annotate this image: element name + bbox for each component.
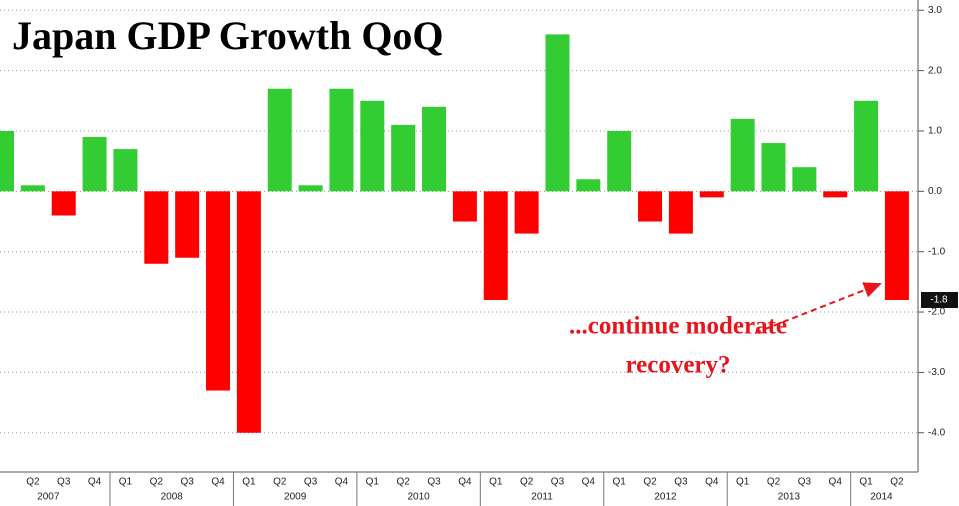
x-year-label: 2012 [654, 492, 677, 503]
bar [884, 191, 909, 300]
x-year-label: 2009 [284, 492, 307, 503]
bar [761, 143, 786, 192]
bar [699, 191, 724, 198]
x-tick-label: Q2 [397, 477, 411, 488]
y-tick-label: 2.0 [928, 65, 942, 76]
x-tick-label: Q4 [458, 477, 472, 488]
x-year-label: 2010 [407, 492, 430, 503]
x-tick-label: Q2 [767, 477, 781, 488]
x-tick-label: Q4 [88, 477, 102, 488]
y-tick-label: 0.0 [928, 186, 942, 197]
bar [51, 191, 76, 216]
annotation: recovery? [625, 352, 730, 379]
bar [236, 191, 261, 433]
bar [854, 100, 879, 192]
value-badge [921, 291, 958, 308]
bar [0, 130, 14, 192]
x-tick-label: Q2 [643, 477, 657, 488]
annotation: ...continue moderate [569, 313, 787, 340]
y-tick-label: -4.0 [928, 427, 946, 438]
bar [483, 191, 508, 300]
x-year-label: 2007 [37, 492, 60, 503]
bar [391, 124, 416, 192]
x-tick-label: Q3 [57, 477, 71, 488]
x-tick-label: Q4 [211, 477, 225, 488]
x-tick-label: Q2 [520, 477, 534, 488]
x-tick-label: Q3 [427, 477, 441, 488]
bar [792, 167, 817, 192]
bar [545, 34, 570, 192]
plot-area [0, 9, 918, 434]
bar [514, 191, 539, 234]
bar [206, 191, 231, 391]
x-tick-label: Q4 [829, 477, 843, 488]
x-tick-label: Q4 [582, 477, 596, 488]
y-tick-label: -3.0 [928, 367, 946, 378]
value-badge-label: -1.8 [930, 295, 948, 306]
y-tick-label: 1.0 [928, 126, 942, 137]
x-tick-label: Q2 [26, 477, 40, 488]
bar [144, 191, 169, 264]
x-tick-label: Q1 [242, 477, 256, 488]
bar [267, 88, 292, 192]
x-year-label: 2013 [778, 492, 801, 503]
bar [298, 185, 323, 192]
bar [422, 106, 447, 192]
bar [607, 130, 632, 192]
bar [638, 191, 663, 222]
bar [452, 191, 477, 222]
x-tick-label: Q3 [180, 477, 194, 488]
bar [82, 137, 107, 192]
bar [175, 191, 200, 258]
bar [823, 191, 848, 198]
x-tick-label: Q3 [798, 477, 812, 488]
x-tick-label: Q2 [273, 477, 287, 488]
x-tick-label: Q3 [674, 477, 688, 488]
chart-title: Japan GDP Growth QoQ [12, 13, 444, 58]
bar [668, 191, 693, 234]
x-tick-label: Q1 [613, 477, 627, 488]
x-year-label: 2011 [531, 492, 553, 503]
x-tick-label: Q2 [890, 477, 904, 488]
annotation-arrow [754, 282, 882, 334]
bar [113, 149, 138, 192]
x-tick-label: Q3 [551, 477, 565, 488]
bar [360, 100, 385, 192]
x-tick-label: Q4 [705, 477, 719, 488]
x-tick-label: Q2 [150, 477, 164, 488]
x-year-label: 2014 [870, 492, 893, 503]
bar [329, 88, 354, 192]
bar [576, 179, 601, 192]
x-tick-label: Q3 [304, 477, 318, 488]
y-tick-label: -2.0 [928, 307, 946, 318]
bar [730, 118, 755, 192]
bar [20, 185, 45, 192]
x-tick-label: Q1 [119, 477, 133, 488]
x-tick-label: Q4 [335, 477, 349, 488]
x-tick-label: Q1 [736, 477, 750, 488]
x-year-label: 2008 [161, 492, 184, 503]
x-tick-label: Q1 [859, 477, 873, 488]
y-tick-label: 3.0 [928, 5, 942, 16]
x-tick-label: Q1 [489, 477, 503, 488]
x-tick-label: Q1 [366, 477, 380, 488]
y-tick-label: -1.0 [928, 246, 946, 257]
